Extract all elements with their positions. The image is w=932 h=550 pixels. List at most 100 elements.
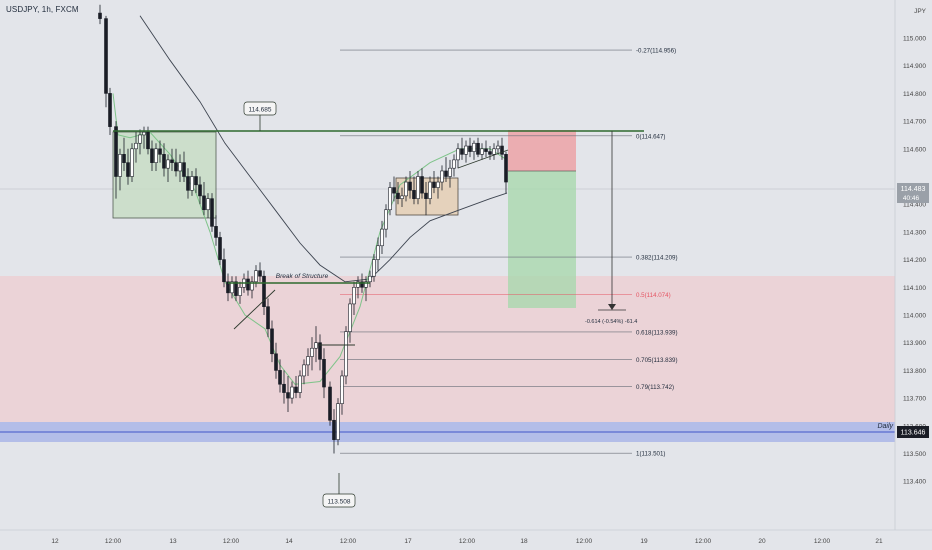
candle-body-62 bbox=[352, 286, 356, 305]
candle-body-56 bbox=[328, 386, 332, 421]
price-axis[interactable]: JPY 115.000114.900114.800114.700114.6001… bbox=[894, 0, 932, 550]
candle-body-66 bbox=[368, 275, 372, 283]
symbol-title[interactable]: USDJPY, 1h, FXCM bbox=[6, 5, 79, 14]
candle-body-43 bbox=[274, 353, 278, 371]
fib-label-0: -0.27(114.956) bbox=[636, 48, 676, 55]
current-price-tag-bg bbox=[897, 183, 929, 203]
price-tick-12: 113.700 bbox=[903, 396, 926, 403]
time-tick-13: 12:00 bbox=[814, 538, 831, 545]
daily-price-tag-bg bbox=[897, 426, 929, 438]
candle-body-98 bbox=[496, 145, 500, 150]
time-tick-14: 21 bbox=[875, 538, 883, 545]
candle-body-12 bbox=[150, 148, 154, 163]
fib-label-7: 1(113.501) bbox=[636, 451, 665, 458]
daily-price-tag: 113.646 bbox=[901, 430, 926, 437]
fib-label-3: 0.5(114.074) bbox=[636, 292, 671, 299]
time-axis[interactable]: 12 12:00 13 12:00 14 12:00 17 12:00 18 12:00 19 12:… bbox=[0, 529, 932, 550]
candle-body-45 bbox=[282, 383, 286, 393]
candle-body-92 bbox=[472, 142, 476, 152]
candle-body-25 bbox=[202, 195, 206, 211]
measure-label: -0.614 (-0.54%) -61.4 bbox=[585, 319, 637, 325]
time-tick-9: 12:00 bbox=[576, 538, 593, 545]
candle-body-30 bbox=[222, 259, 226, 283]
candle-body-1 bbox=[104, 18, 108, 94]
candle-body-61 bbox=[348, 303, 352, 332]
candle-body-39 bbox=[258, 270, 262, 277]
candle-body-3 bbox=[114, 126, 118, 177]
fib-label-2: 0.382(114.209) bbox=[636, 255, 678, 262]
trendline-left bbox=[233, 289, 276, 330]
candle-body-38 bbox=[254, 270, 258, 283]
candle-body-40 bbox=[262, 275, 266, 307]
candle-body-16 bbox=[166, 159, 170, 169]
candle-body-14 bbox=[158, 148, 162, 155]
fib-label-4: 0.618(113.939) bbox=[636, 329, 678, 336]
currency-label: JPY bbox=[914, 8, 927, 15]
candle-body-100 bbox=[504, 154, 508, 183]
price-tick-6: 114.300 bbox=[903, 229, 926, 236]
candle-body-97 bbox=[492, 148, 496, 155]
price-tick-1: 114.900 bbox=[903, 63, 926, 70]
price-tick-2: 114.800 bbox=[903, 91, 926, 98]
candle-body-46 bbox=[286, 392, 290, 399]
candle-body-41 bbox=[266, 306, 270, 330]
candle-body-91 bbox=[468, 145, 472, 152]
candle-body-37 bbox=[250, 281, 254, 291]
price-tick-10: 113.900 bbox=[903, 340, 926, 347]
candle-body-50 bbox=[302, 364, 306, 377]
candle-body-69 bbox=[380, 228, 384, 247]
candle-body-89 bbox=[460, 148, 464, 155]
candle-body-64 bbox=[360, 281, 364, 288]
candle-body-65 bbox=[364, 281, 368, 288]
candle-body-4 bbox=[118, 154, 122, 177]
time-tick-10: 19 bbox=[640, 538, 648, 545]
candle-body-73 bbox=[396, 192, 400, 199]
candle-body-75 bbox=[404, 181, 408, 197]
trendline-right bbox=[457, 149, 509, 169]
consolidation-box-left bbox=[112, 131, 217, 219]
candle-body-24 bbox=[198, 184, 202, 197]
candle-body-34 bbox=[238, 286, 242, 296]
price-axis-bg bbox=[895, 0, 932, 550]
candle-body-71 bbox=[388, 187, 392, 211]
candle-body-5 bbox=[122, 154, 126, 163]
candle-body-44 bbox=[278, 370, 282, 385]
daily-label: Daily bbox=[877, 423, 893, 430]
time-tick-11: 12:00 bbox=[695, 538, 712, 545]
candle-body-63 bbox=[356, 281, 360, 288]
time-tick-12: 20 bbox=[758, 538, 766, 545]
candle-body-47 bbox=[290, 386, 294, 399]
candle-body-78 bbox=[416, 176, 420, 199]
candle-body-57 bbox=[332, 419, 336, 440]
candle-body-26 bbox=[206, 198, 210, 211]
candle-body-27 bbox=[210, 198, 214, 227]
candle-body-18 bbox=[174, 162, 178, 172]
candle-body-29 bbox=[218, 237, 222, 260]
candle-body-77 bbox=[412, 190, 416, 199]
supply-demand-zone bbox=[0, 276, 895, 422]
candle-body-42 bbox=[270, 328, 274, 355]
candle-body-83 bbox=[436, 181, 440, 188]
candle-body-96 bbox=[488, 151, 492, 155]
candle-body-93 bbox=[476, 142, 480, 155]
fib-label-6: 0.79(113.742) bbox=[636, 384, 674, 391]
time-tick-0: 12 bbox=[51, 538, 59, 545]
price-tick-7: 114.200 bbox=[903, 257, 926, 264]
candle-body-11 bbox=[146, 131, 150, 150]
time-tick-2: 13 bbox=[169, 538, 177, 545]
candle-body-28 bbox=[214, 226, 218, 238]
price-ticks: 115.000 114.900 114.800 114.700 114.600 114.4… bbox=[903, 36, 926, 486]
fib-label-1: 0(114.647) bbox=[636, 133, 665, 140]
candle-body-81 bbox=[428, 181, 432, 199]
current-price-tag: 114.483 bbox=[901, 186, 926, 193]
candle-body-59 bbox=[340, 375, 344, 404]
candle-body-48 bbox=[294, 386, 298, 393]
low-tag-text: 113.508 bbox=[327, 499, 350, 506]
candle-body-8 bbox=[134, 142, 138, 150]
candle-body-2 bbox=[108, 93, 112, 127]
stop-loss-zone bbox=[508, 130, 576, 171]
annotations-layer: 114.685 113.508 Break of Structure Daily… bbox=[113, 101, 893, 508]
candle-body-85 bbox=[444, 170, 448, 177]
